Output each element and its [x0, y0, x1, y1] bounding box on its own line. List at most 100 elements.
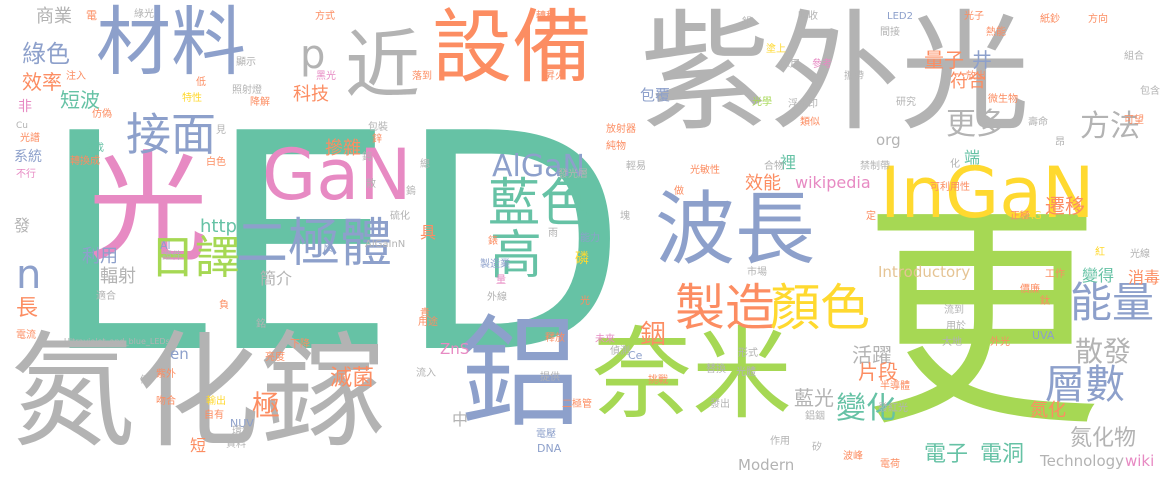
cloud-word: 注入 — [66, 71, 86, 82]
cloud-word: 磷 — [575, 251, 589, 267]
cloud-word: 提供 — [540, 372, 560, 383]
cloud-word: 用於 — [946, 321, 966, 332]
cloud-word: 價廉 — [1020, 284, 1040, 295]
cloud-word: 光學 — [752, 97, 772, 108]
cloud-word: 仿偽 — [92, 109, 112, 120]
cloud-word: 滅菌 — [330, 366, 375, 391]
cloud-word: 綠光 — [134, 9, 154, 20]
cloud-word: 紫外光 — [640, 0, 1031, 149]
cloud-word: 硫化 — [390, 211, 410, 222]
cloud-word: 定 — [866, 211, 876, 222]
cloud-word: 非 — [18, 99, 32, 115]
cloud-word: 光線 — [1130, 249, 1150, 260]
cloud-word: 科技 — [293, 84, 329, 105]
cloud-word: 半導體 — [880, 381, 910, 392]
cloud-word: 不行 — [16, 169, 36, 180]
cloud-word: 變化 — [836, 391, 896, 426]
cloud-word: 藍色 — [488, 174, 593, 234]
cloud-word: 落到 — [412, 71, 432, 82]
cloud-word: 電子 — [924, 442, 969, 467]
cloud-word: 紫外 — [156, 369, 176, 380]
cloud-word: 挑戰 — [648, 375, 668, 386]
cloud-word: 顏色 — [770, 279, 870, 337]
cloud-word: 塊 — [620, 211, 630, 222]
cloud-word: YAG — [1020, 209, 1042, 222]
cloud-word: 光 — [580, 296, 590, 307]
cloud-word: 外光 — [990, 337, 1010, 348]
cloud-word: 輸出 — [206, 396, 226, 407]
cloud-word: 波峰 — [843, 451, 863, 462]
cloud-word: 氮化鎵 — [10, 320, 385, 465]
cloud-word: 近 — [345, 21, 421, 109]
cloud-word: 電流 — [16, 330, 36, 341]
cloud-word: 輕易 — [626, 161, 646, 172]
cloud-word: 純物 — [606, 141, 626, 152]
cloud-word: 發紅光 — [878, 403, 908, 414]
cloud-word: 市場 — [747, 267, 767, 278]
cloud-word: 銘 — [256, 319, 266, 330]
cloud-word: 正極 — [1010, 211, 1030, 222]
cloud-word: 類似 — [800, 117, 820, 128]
cloud-word: 效率 — [22, 70, 62, 94]
cloud-word: 壽命 — [1028, 117, 1048, 128]
cloud-word: NUV — [230, 417, 254, 430]
cloud-word: 未來 — [595, 334, 615, 345]
cloud-word: 電 — [86, 9, 97, 22]
cloud-word: 綠色 — [22, 40, 70, 68]
cloud-word: 放射器 — [606, 124, 636, 135]
cloud-word: 摻雜 — [325, 138, 361, 159]
cloud-word: 電壓 — [536, 429, 556, 440]
cloud-word: 貴 — [420, 308, 430, 319]
cloud-word: 光 — [88, 140, 208, 279]
cloud-word: 效能 — [745, 173, 781, 194]
cloud-word: 具 — [420, 223, 437, 242]
cloud-word: 適合 — [96, 291, 116, 302]
cloud-word: 特性 — [182, 93, 202, 104]
cloud-word: 設備 — [432, 1, 592, 94]
cloud-word: 方式 — [315, 11, 335, 22]
cloud-word: 鈍 — [362, 152, 372, 163]
cloud-word: 包覆 — [640, 86, 671, 104]
cloud-word: 光敏性 — [690, 165, 720, 176]
cloud-word: 昂 — [1055, 137, 1065, 148]
cloud-word: 短 — [190, 436, 207, 455]
cloud-word: 黑光 — [316, 71, 336, 82]
cloud-word: Modern — [738, 456, 795, 474]
cloud-word: 系統 — [14, 149, 42, 165]
cloud-word: 奈米 — [592, 316, 792, 433]
cloud-word: 包裝 — [368, 122, 388, 133]
cloud-word: 電洞 — [980, 442, 1025, 467]
cloud-word: Ultraviolet_and_blue_LEDs — [64, 337, 170, 346]
cloud-word: 下降 — [290, 339, 310, 350]
cloud-word: 長 — [16, 296, 39, 321]
cloud-word: 更 — [862, 180, 1103, 460]
cloud-word: 組合 — [1124, 51, 1144, 62]
cloud-word: 可望 — [1124, 115, 1144, 126]
cloud-word: 散 — [366, 179, 376, 190]
cloud-word: 可利用性 — [930, 182, 970, 193]
cloud-word: 包含 — [1140, 86, 1160, 97]
cloud-word: org — [876, 131, 901, 149]
cloud-word: 資料 — [226, 439, 246, 450]
cloud-word: 替換 — [706, 364, 726, 375]
cloud-word: 似 — [140, 375, 150, 386]
cloud-word: 作用 — [770, 436, 790, 447]
cloud-word: en — [170, 345, 189, 363]
cloud-word: 鋁銦 — [805, 411, 825, 422]
cloud-word: 波長 — [655, 183, 815, 276]
cloud-word: 低 — [196, 77, 206, 88]
cloud-word: 用途 — [418, 317, 438, 328]
cloud-word: DNA — [537, 442, 562, 455]
cloud-word: 散發 — [1075, 335, 1132, 368]
cloud-word: p — [300, 32, 326, 78]
cloud-word: 反 — [323, 243, 333, 254]
cloud-word: 消毒 — [1128, 268, 1161, 287]
cloud-word: 合物 — [764, 161, 784, 172]
cloud-word: 日譯 — [150, 231, 241, 284]
cloud-word: 錶 — [488, 236, 498, 247]
cloud-word: 吻合 — [156, 396, 176, 407]
cloud-word: 變得 — [1082, 266, 1115, 285]
cloud-word: 短波 — [60, 88, 100, 112]
cloud-word: 層數 — [1045, 362, 1125, 408]
cloud-word: 矽 — [812, 442, 822, 453]
